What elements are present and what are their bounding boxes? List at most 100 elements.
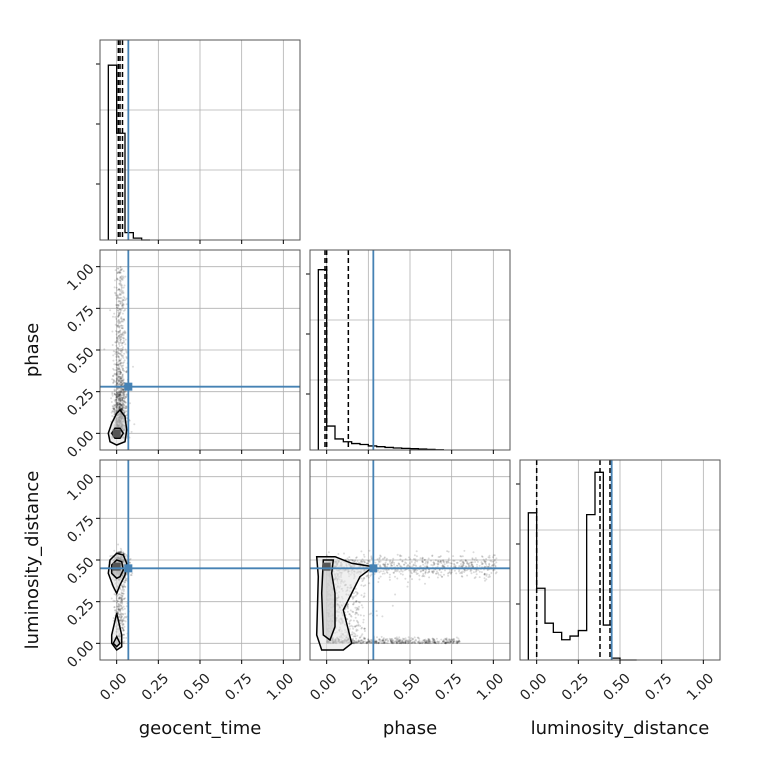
sample-point xyxy=(114,409,117,412)
sample-point xyxy=(401,641,404,644)
sample-point xyxy=(113,599,116,602)
sample-point xyxy=(396,642,399,644)
sample-point xyxy=(390,561,393,564)
sample-point xyxy=(113,403,116,406)
sample-point xyxy=(434,641,437,644)
sample-point xyxy=(442,640,444,643)
sample-point xyxy=(122,636,125,639)
sample-point xyxy=(423,639,425,642)
sample-point xyxy=(488,563,491,566)
sample-point xyxy=(382,637,385,640)
sample-point xyxy=(355,641,358,644)
sample-point xyxy=(377,641,380,644)
sample-point xyxy=(432,638,435,641)
sample-point xyxy=(327,551,330,554)
y-axis-label-luminosity-distance: luminosity_distance xyxy=(22,471,43,650)
sample-point xyxy=(113,405,116,407)
sample-point xyxy=(408,638,411,641)
sample-point xyxy=(116,396,119,399)
sample-point xyxy=(404,639,407,642)
sample-point xyxy=(421,557,424,560)
sample-point xyxy=(446,550,449,553)
sample-point xyxy=(120,619,123,622)
sample-point xyxy=(437,563,439,566)
sample-point xyxy=(123,393,125,396)
sample-point xyxy=(121,592,124,595)
sample-point xyxy=(119,551,122,554)
sample-point xyxy=(119,362,122,365)
sample-point xyxy=(117,313,120,316)
sample-point xyxy=(436,565,439,568)
sample-point xyxy=(114,609,116,612)
sample-point xyxy=(428,638,430,641)
sample-point xyxy=(410,637,413,640)
sample-point xyxy=(383,557,386,560)
sample-point xyxy=(360,642,363,645)
sample-point xyxy=(119,309,122,311)
sample-point xyxy=(443,560,445,563)
sample-point xyxy=(476,560,479,563)
sample-point xyxy=(380,639,383,642)
sample-point xyxy=(423,639,426,642)
sample-point xyxy=(401,560,404,563)
sample-point xyxy=(116,324,119,327)
sample-point xyxy=(117,612,120,615)
sample-point xyxy=(470,572,473,575)
sample-point xyxy=(435,637,438,640)
sample-point xyxy=(117,406,120,409)
sample-point xyxy=(374,640,377,643)
sample-point xyxy=(103,348,106,351)
sample-point xyxy=(475,573,478,576)
sample-point xyxy=(124,308,126,311)
sample-point xyxy=(118,402,121,405)
sample-point xyxy=(362,614,365,617)
sample-point xyxy=(352,642,355,645)
sample-point xyxy=(401,637,404,640)
sample-point xyxy=(383,556,386,559)
sample-point xyxy=(119,616,122,619)
sample-point xyxy=(111,378,114,381)
sample-point xyxy=(424,558,426,561)
sample-point xyxy=(121,327,124,330)
sample-point xyxy=(396,564,399,567)
sample-point xyxy=(118,288,121,291)
sample-point xyxy=(411,565,414,568)
sample-point xyxy=(426,564,428,567)
sample-point xyxy=(119,320,121,323)
sample-point xyxy=(428,641,431,644)
sample-point xyxy=(357,639,360,642)
sample-point xyxy=(402,641,404,644)
sample-point xyxy=(121,398,124,401)
sample-point xyxy=(417,641,420,644)
sample-point xyxy=(122,405,125,407)
sample-point xyxy=(124,585,127,588)
x-axis-label-phase: phase xyxy=(383,718,437,739)
sample-point xyxy=(117,376,120,379)
sample-point xyxy=(123,332,126,335)
sample-point xyxy=(398,639,401,642)
sample-point xyxy=(448,639,451,642)
sample-point xyxy=(370,641,373,644)
sample-point xyxy=(112,381,115,384)
sample-point xyxy=(116,600,119,603)
truth-marker xyxy=(369,564,378,573)
sample-point xyxy=(120,607,123,610)
sample-point xyxy=(437,560,440,563)
sample-point xyxy=(119,400,122,403)
sample-point xyxy=(412,563,415,566)
sample-point xyxy=(431,571,434,574)
sample-point xyxy=(484,579,486,582)
sample-point xyxy=(121,373,124,376)
sample-point xyxy=(356,629,359,632)
sample-point xyxy=(488,565,491,568)
sample-point xyxy=(343,552,345,555)
sample-point xyxy=(113,389,116,392)
sample-point xyxy=(117,319,120,322)
sample-point xyxy=(123,585,126,588)
sample-point xyxy=(122,402,125,405)
sample-point xyxy=(119,391,122,394)
sample-point xyxy=(400,569,403,572)
sample-point xyxy=(425,641,428,644)
sample-point xyxy=(375,641,378,644)
sample-point xyxy=(121,276,124,279)
